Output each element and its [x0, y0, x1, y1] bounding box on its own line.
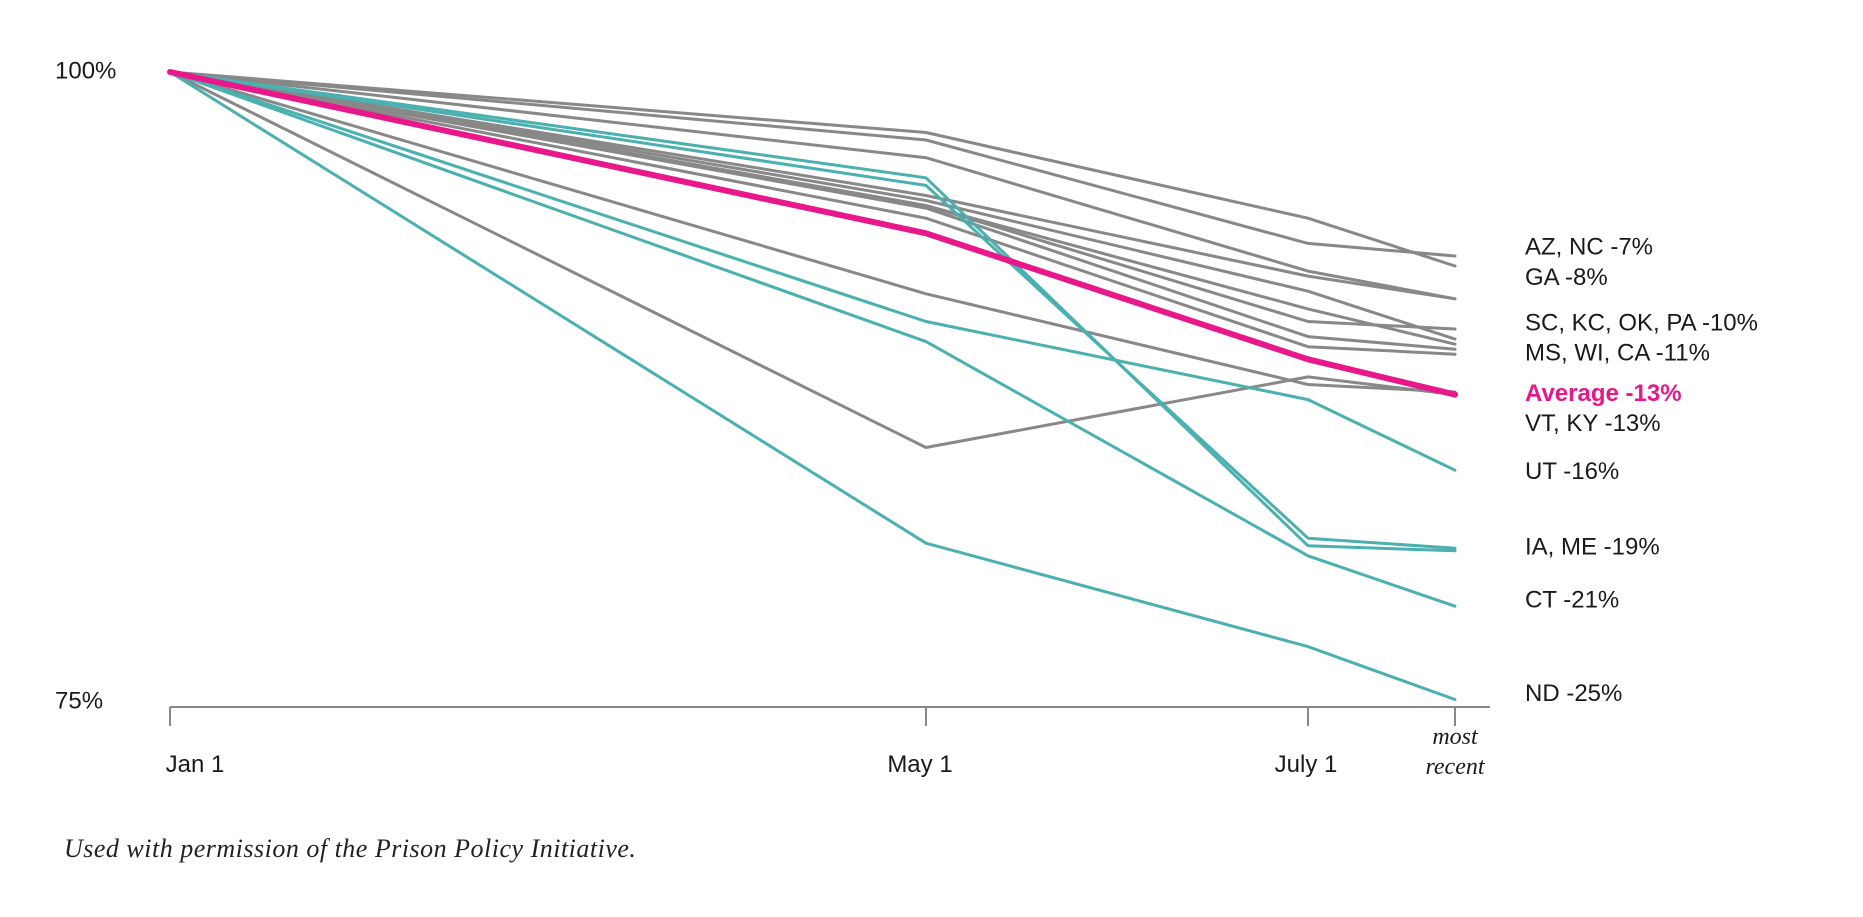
gray-series-line-11: [168, 70, 1457, 449]
gray-series-line-8: [168, 70, 1457, 346]
gray-series-group: [168, 70, 1457, 449]
gray-series-line-3: [168, 70, 1457, 301]
x-tick-label: July 1: [1275, 751, 1338, 778]
y-tick-label: 75%: [55, 687, 103, 714]
series-end-label: CT -21%: [1525, 587, 1619, 614]
gray-series-line-9: [168, 70, 1457, 356]
footnote: Used with permission of the Prison Polic…: [64, 834, 637, 863]
chart-axes: Jan 1 May 1 July 1 most recent 100% 75%: [55, 57, 1490, 780]
x-tick-label: May 1: [887, 751, 952, 778]
x-tick-label: Jan 1: [166, 751, 225, 778]
teal-series-line-14: [168, 70, 1457, 472]
series-end-label: GA -8%: [1525, 264, 1608, 291]
series-end-label: AZ, NC -7%: [1525, 234, 1653, 261]
series-end-label: IA, ME -19%: [1525, 534, 1660, 561]
series-end-label: SC, KC, OK, PA -10%: [1525, 309, 1758, 336]
teal-series-group: [168, 70, 1457, 701]
teal-series-line-15: [168, 70, 1457, 608]
gray-series-line-4: [168, 70, 1457, 301]
y-tick-label: 100%: [55, 57, 116, 84]
series-end-label: MS, WI, CA -11%: [1525, 340, 1710, 367]
x-tick-label-most-recent-line1: most: [1432, 724, 1479, 750]
gray-series-line-10: [168, 70, 1457, 394]
series-end-label: ND -25%: [1525, 680, 1622, 707]
gray-series-line-7: [168, 70, 1457, 341]
teal-series-line-16: [168, 70, 1457, 701]
gray-series-line-1: [168, 70, 1457, 268]
series-end-label: UT -16%: [1525, 458, 1619, 485]
x-tick-label-most-recent-line2: recent: [1425, 754, 1485, 780]
end-labels-group: AZ, NC -7% GA -8% SC, KC, OK, PA -10% MS, W…: [1525, 234, 1758, 707]
average-end-label: Average -13%: [1525, 380, 1682, 407]
series-end-label: VT, KY -13%: [1525, 410, 1661, 437]
gray-series-line-2: [168, 70, 1457, 258]
average-series-line: [167, 69, 1458, 398]
average-series-group: [167, 69, 1458, 398]
